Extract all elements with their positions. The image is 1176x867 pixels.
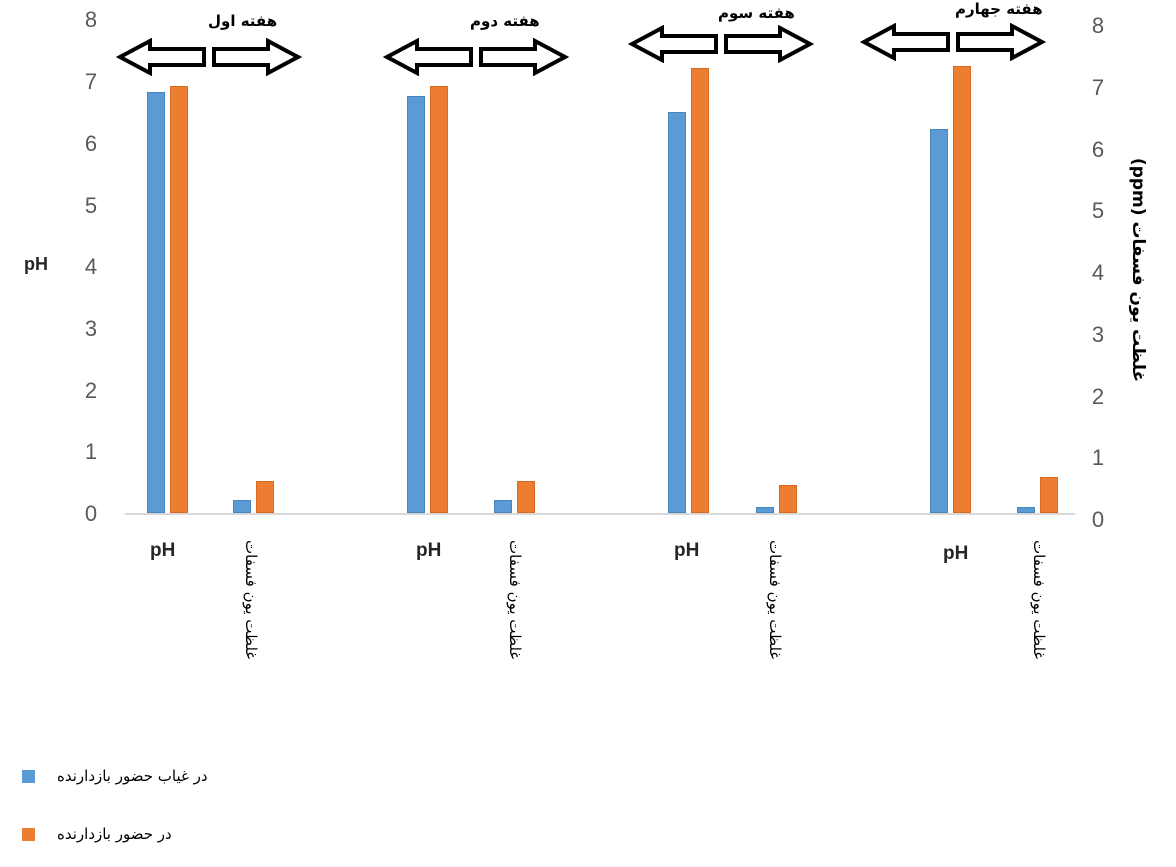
category-label-phosphate: غلظت یون فسفات	[506, 540, 524, 660]
legend-item-present: در حضور بازدارنده	[22, 825, 172, 843]
legend-item-absent: در غیاب حضور بازدارنده	[22, 767, 208, 785]
category-label-phosphate: غلظت یون فسفات	[766, 540, 784, 660]
category-label-ph: pH	[943, 543, 969, 564]
bar-phosphate-present-week-2	[517, 480, 535, 513]
left-axis-title: pH	[24, 254, 48, 274]
right-tick-1: 1	[1091, 445, 1105, 470]
right-tick-4: 4	[1091, 260, 1105, 285]
legend-swatch-orange	[22, 827, 35, 841]
bar-ph-present-week-2	[430, 86, 448, 513]
bar-ph-present-week-4	[953, 65, 971, 513]
left-tick-5: 5	[84, 193, 98, 218]
legend-swatch-blue	[22, 769, 35, 783]
week-label-2: هفته دوم	[470, 12, 540, 30]
double-arrow-icon	[627, 24, 815, 67]
right-tick-7: 7	[1091, 75, 1105, 100]
category-label-ph: pH	[674, 540, 700, 561]
left-tick-7: 7	[84, 69, 98, 94]
bar-phosphate-present-week-4	[1040, 477, 1058, 513]
legend-label-absent: در غیاب حضور بازدارنده	[57, 767, 208, 785]
right-tick-6: 6	[1091, 137, 1105, 162]
category-label-phosphate: غلظت یون فسفات	[1030, 540, 1048, 660]
left-tick-1: 1	[84, 439, 98, 464]
bar-ph-absent-week-3	[668, 111, 686, 513]
left-tick-2: 2	[84, 378, 98, 403]
bar-ph-present-week-3	[691, 68, 709, 513]
bar-phosphate-absent-week-3	[756, 506, 774, 513]
right-tick-2: 2	[1091, 384, 1105, 409]
bar-ph-absent-week-2	[407, 95, 425, 513]
week-label-1: هفته اول	[208, 12, 278, 30]
left-tick-3: 3	[84, 316, 98, 341]
double-arrow-icon	[382, 37, 570, 80]
legend-label-present: در حضور بازدارنده	[57, 825, 172, 843]
left-tick-0: 0	[84, 501, 98, 526]
bar-ph-absent-week-4	[930, 129, 948, 513]
right-axis-title: غلظت یون فسفات (ppm)	[1128, 157, 1148, 383]
left-tick-8: 8	[84, 7, 98, 32]
x-axis-baseline	[125, 513, 1075, 515]
bar-phosphate-present-week-3	[779, 485, 797, 513]
double-arrow-icon	[115, 37, 303, 80]
right-tick-5: 5	[1091, 198, 1105, 223]
bar-phosphate-absent-week-1	[233, 500, 251, 513]
bar-phosphate-absent-week-2	[494, 500, 512, 513]
left-tick-4: 4	[84, 254, 98, 279]
week-label-4: هفته جهارم	[955, 0, 1043, 18]
category-label-phosphate: غلظت یون فسفات	[242, 540, 260, 660]
week-label-3: هفته سوم	[718, 4, 795, 22]
category-label-ph: pH	[150, 540, 176, 561]
bar-ph-absent-week-1	[147, 92, 165, 513]
bar-phosphate-absent-week-4	[1017, 506, 1035, 513]
right-tick-8: 8	[1091, 13, 1105, 38]
category-label-ph: pH	[416, 540, 442, 561]
bar-ph-present-week-1	[170, 86, 188, 513]
double-arrow-icon	[859, 22, 1047, 65]
left-tick-6: 6	[84, 131, 98, 156]
right-tick-0: 0	[1091, 507, 1105, 532]
bar-phosphate-present-week-1	[256, 480, 274, 513]
right-tick-3: 3	[1091, 322, 1105, 347]
